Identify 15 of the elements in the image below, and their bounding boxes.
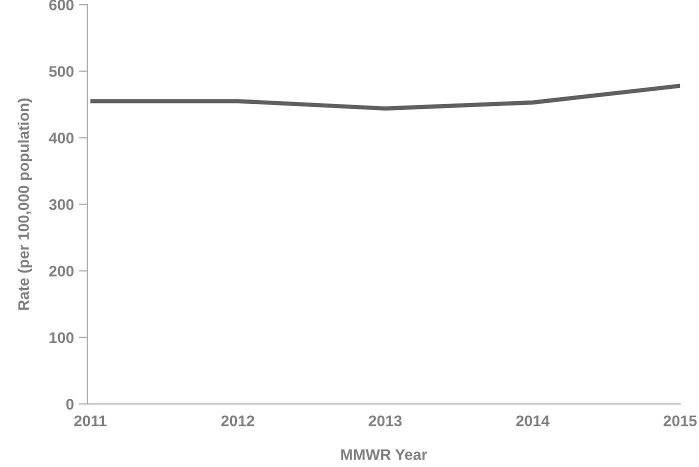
x-tick-label: 2011: [74, 415, 106, 426]
y-tick-label: 0: [66, 398, 74, 410]
y-axis-title: Rate (per 100,000 population): [18, 98, 32, 310]
y-tick-label: 300: [49, 199, 74, 210]
y-tick-label: 200: [49, 266, 74, 277]
x-tick-label: 2015: [664, 415, 697, 426]
x-tick-label: 2014: [516, 415, 550, 426]
x-axis-title: MMWR Year: [341, 449, 428, 460]
x-tick-label: 2013: [368, 415, 402, 426]
y-tick-label: 600: [49, 0, 74, 10]
y-tick-label: 100: [50, 332, 74, 344]
line-series: [88, 84, 680, 111]
x-tick-label: 2012: [221, 415, 254, 426]
y-tick-label: 400: [48, 132, 74, 144]
y-tick-label: 500: [49, 66, 74, 77]
